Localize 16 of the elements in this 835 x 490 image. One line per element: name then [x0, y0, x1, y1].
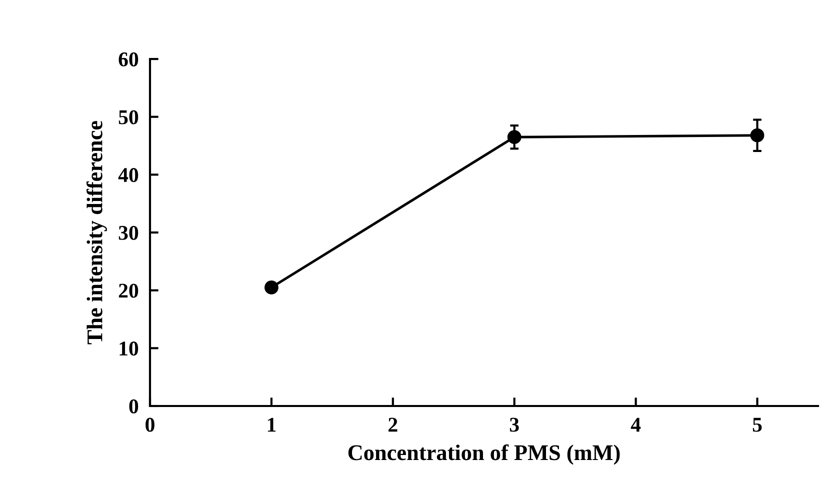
y-tick-label: 10: [120, 342, 138, 356]
x-tick-label: 2: [388, 418, 398, 432]
y-axis-title: The intensity difference: [86, 120, 107, 344]
y-tick-label: 20: [118, 284, 138, 298]
y-tick-label: 50: [118, 110, 138, 124]
y-tick-label: 40: [118, 168, 138, 182]
point: [264, 280, 278, 294]
x-tick-label: 3: [510, 418, 519, 432]
x-tick-label: 4: [630, 418, 641, 432]
x-tick-label: 1: [268, 418, 276, 432]
x-axis-title: Concentration of PMS (mM): [348, 444, 620, 465]
y-tick-label: 30: [118, 226, 138, 240]
x-tick-label: 5: [752, 418, 762, 432]
y-tick-label: 60: [118, 52, 138, 66]
y-tick-label: 0: [129, 399, 138, 414]
x-tick-label: 0: [146, 418, 154, 432]
